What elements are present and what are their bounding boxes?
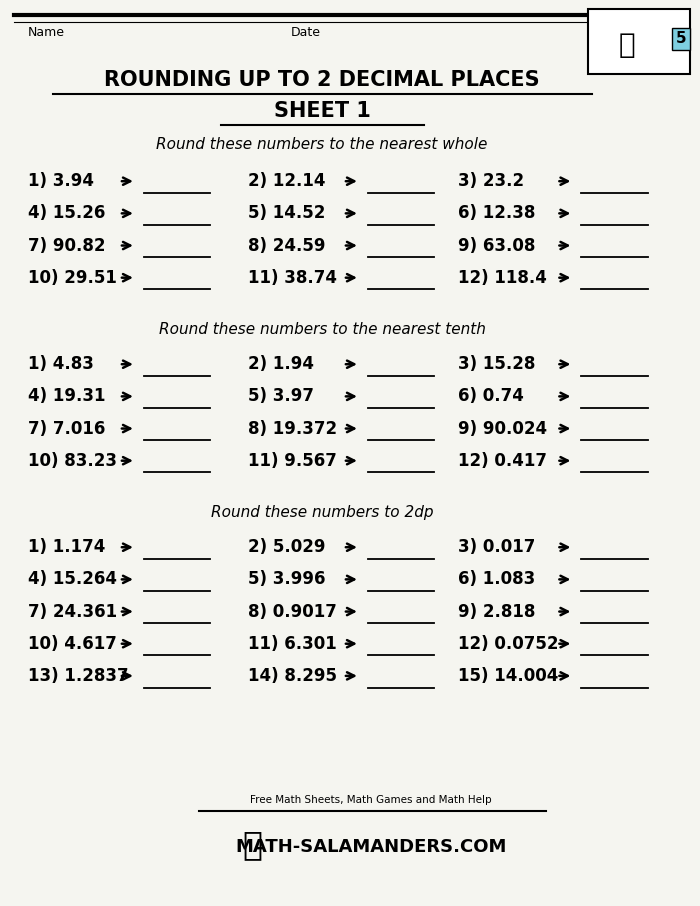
Text: 9) 63.08: 9) 63.08 xyxy=(458,236,536,255)
Text: 6) 0.74: 6) 0.74 xyxy=(458,388,524,405)
Text: 11) 38.74: 11) 38.74 xyxy=(248,269,337,286)
Text: 8) 0.9017: 8) 0.9017 xyxy=(248,602,337,621)
Text: 15) 14.004: 15) 14.004 xyxy=(458,667,559,685)
Text: Free Math Sheets, Math Games and Math Help: Free Math Sheets, Math Games and Math He… xyxy=(250,795,492,805)
Text: 8) 24.59: 8) 24.59 xyxy=(248,236,326,255)
Text: 12) 0.0752: 12) 0.0752 xyxy=(458,635,559,652)
Text: 13) 1.2837: 13) 1.2837 xyxy=(28,667,129,685)
Text: 9) 90.024: 9) 90.024 xyxy=(458,419,547,438)
Text: 7) 24.361: 7) 24.361 xyxy=(28,602,117,621)
Text: 14) 8.295: 14) 8.295 xyxy=(248,667,337,685)
Text: Date: Date xyxy=(290,26,321,39)
Text: ROUNDING UP TO 2 DECIMAL PLACES: ROUNDING UP TO 2 DECIMAL PLACES xyxy=(104,70,540,90)
Text: 3) 0.017: 3) 0.017 xyxy=(458,538,536,556)
Text: 11) 9.567: 11) 9.567 xyxy=(248,452,337,469)
Text: 6) 1.083: 6) 1.083 xyxy=(458,571,536,588)
Text: 4) 15.264: 4) 15.264 xyxy=(28,571,117,588)
Text: 4) 19.31: 4) 19.31 xyxy=(28,388,106,405)
Text: 5: 5 xyxy=(676,32,687,46)
Text: 5) 3.97: 5) 3.97 xyxy=(248,388,314,405)
Text: Round these numbers to the nearest whole: Round these numbers to the nearest whole xyxy=(156,138,488,152)
Text: 9) 2.818: 9) 2.818 xyxy=(458,602,536,621)
Text: 10) 29.51: 10) 29.51 xyxy=(28,269,117,286)
Text: 5) 14.52: 5) 14.52 xyxy=(248,205,326,222)
Text: 5) 3.996: 5) 3.996 xyxy=(248,571,326,588)
Text: 4) 15.26: 4) 15.26 xyxy=(28,205,106,222)
Text: 2) 5.029: 2) 5.029 xyxy=(248,538,326,556)
FancyBboxPatch shape xyxy=(588,9,690,74)
Text: Round these numbers to 2dp: Round these numbers to 2dp xyxy=(211,506,433,520)
Text: 1) 1.174: 1) 1.174 xyxy=(28,538,106,556)
Text: 10) 83.23: 10) 83.23 xyxy=(28,452,117,469)
Text: 1) 3.94: 1) 3.94 xyxy=(28,172,94,190)
Text: 1) 4.83: 1) 4.83 xyxy=(28,355,94,373)
Text: Name: Name xyxy=(28,26,65,39)
Text: 11) 6.301: 11) 6.301 xyxy=(248,635,337,652)
Text: 10) 4.617: 10) 4.617 xyxy=(28,635,117,652)
Text: 12) 118.4: 12) 118.4 xyxy=(458,269,547,286)
Text: 3) 15.28: 3) 15.28 xyxy=(458,355,536,373)
Text: 6) 12.38: 6) 12.38 xyxy=(458,205,536,222)
Text: 2) 1.94: 2) 1.94 xyxy=(248,355,314,373)
Text: 7) 7.016: 7) 7.016 xyxy=(28,419,106,438)
Text: SHEET 1: SHEET 1 xyxy=(274,101,370,120)
Text: 3) 23.2: 3) 23.2 xyxy=(458,172,524,190)
Text: 12) 0.417: 12) 0.417 xyxy=(458,452,547,469)
Text: 🦒: 🦒 xyxy=(618,32,635,59)
Text: 7) 90.82: 7) 90.82 xyxy=(28,236,106,255)
Text: 🦒: 🦒 xyxy=(242,828,262,861)
Text: MATH-SALAMANDERS.COM: MATH-SALAMANDERS.COM xyxy=(235,838,507,856)
Text: 8) 19.372: 8) 19.372 xyxy=(248,419,337,438)
Text: Round these numbers to the nearest tenth: Round these numbers to the nearest tenth xyxy=(159,323,485,337)
Text: 2) 12.14: 2) 12.14 xyxy=(248,172,326,190)
